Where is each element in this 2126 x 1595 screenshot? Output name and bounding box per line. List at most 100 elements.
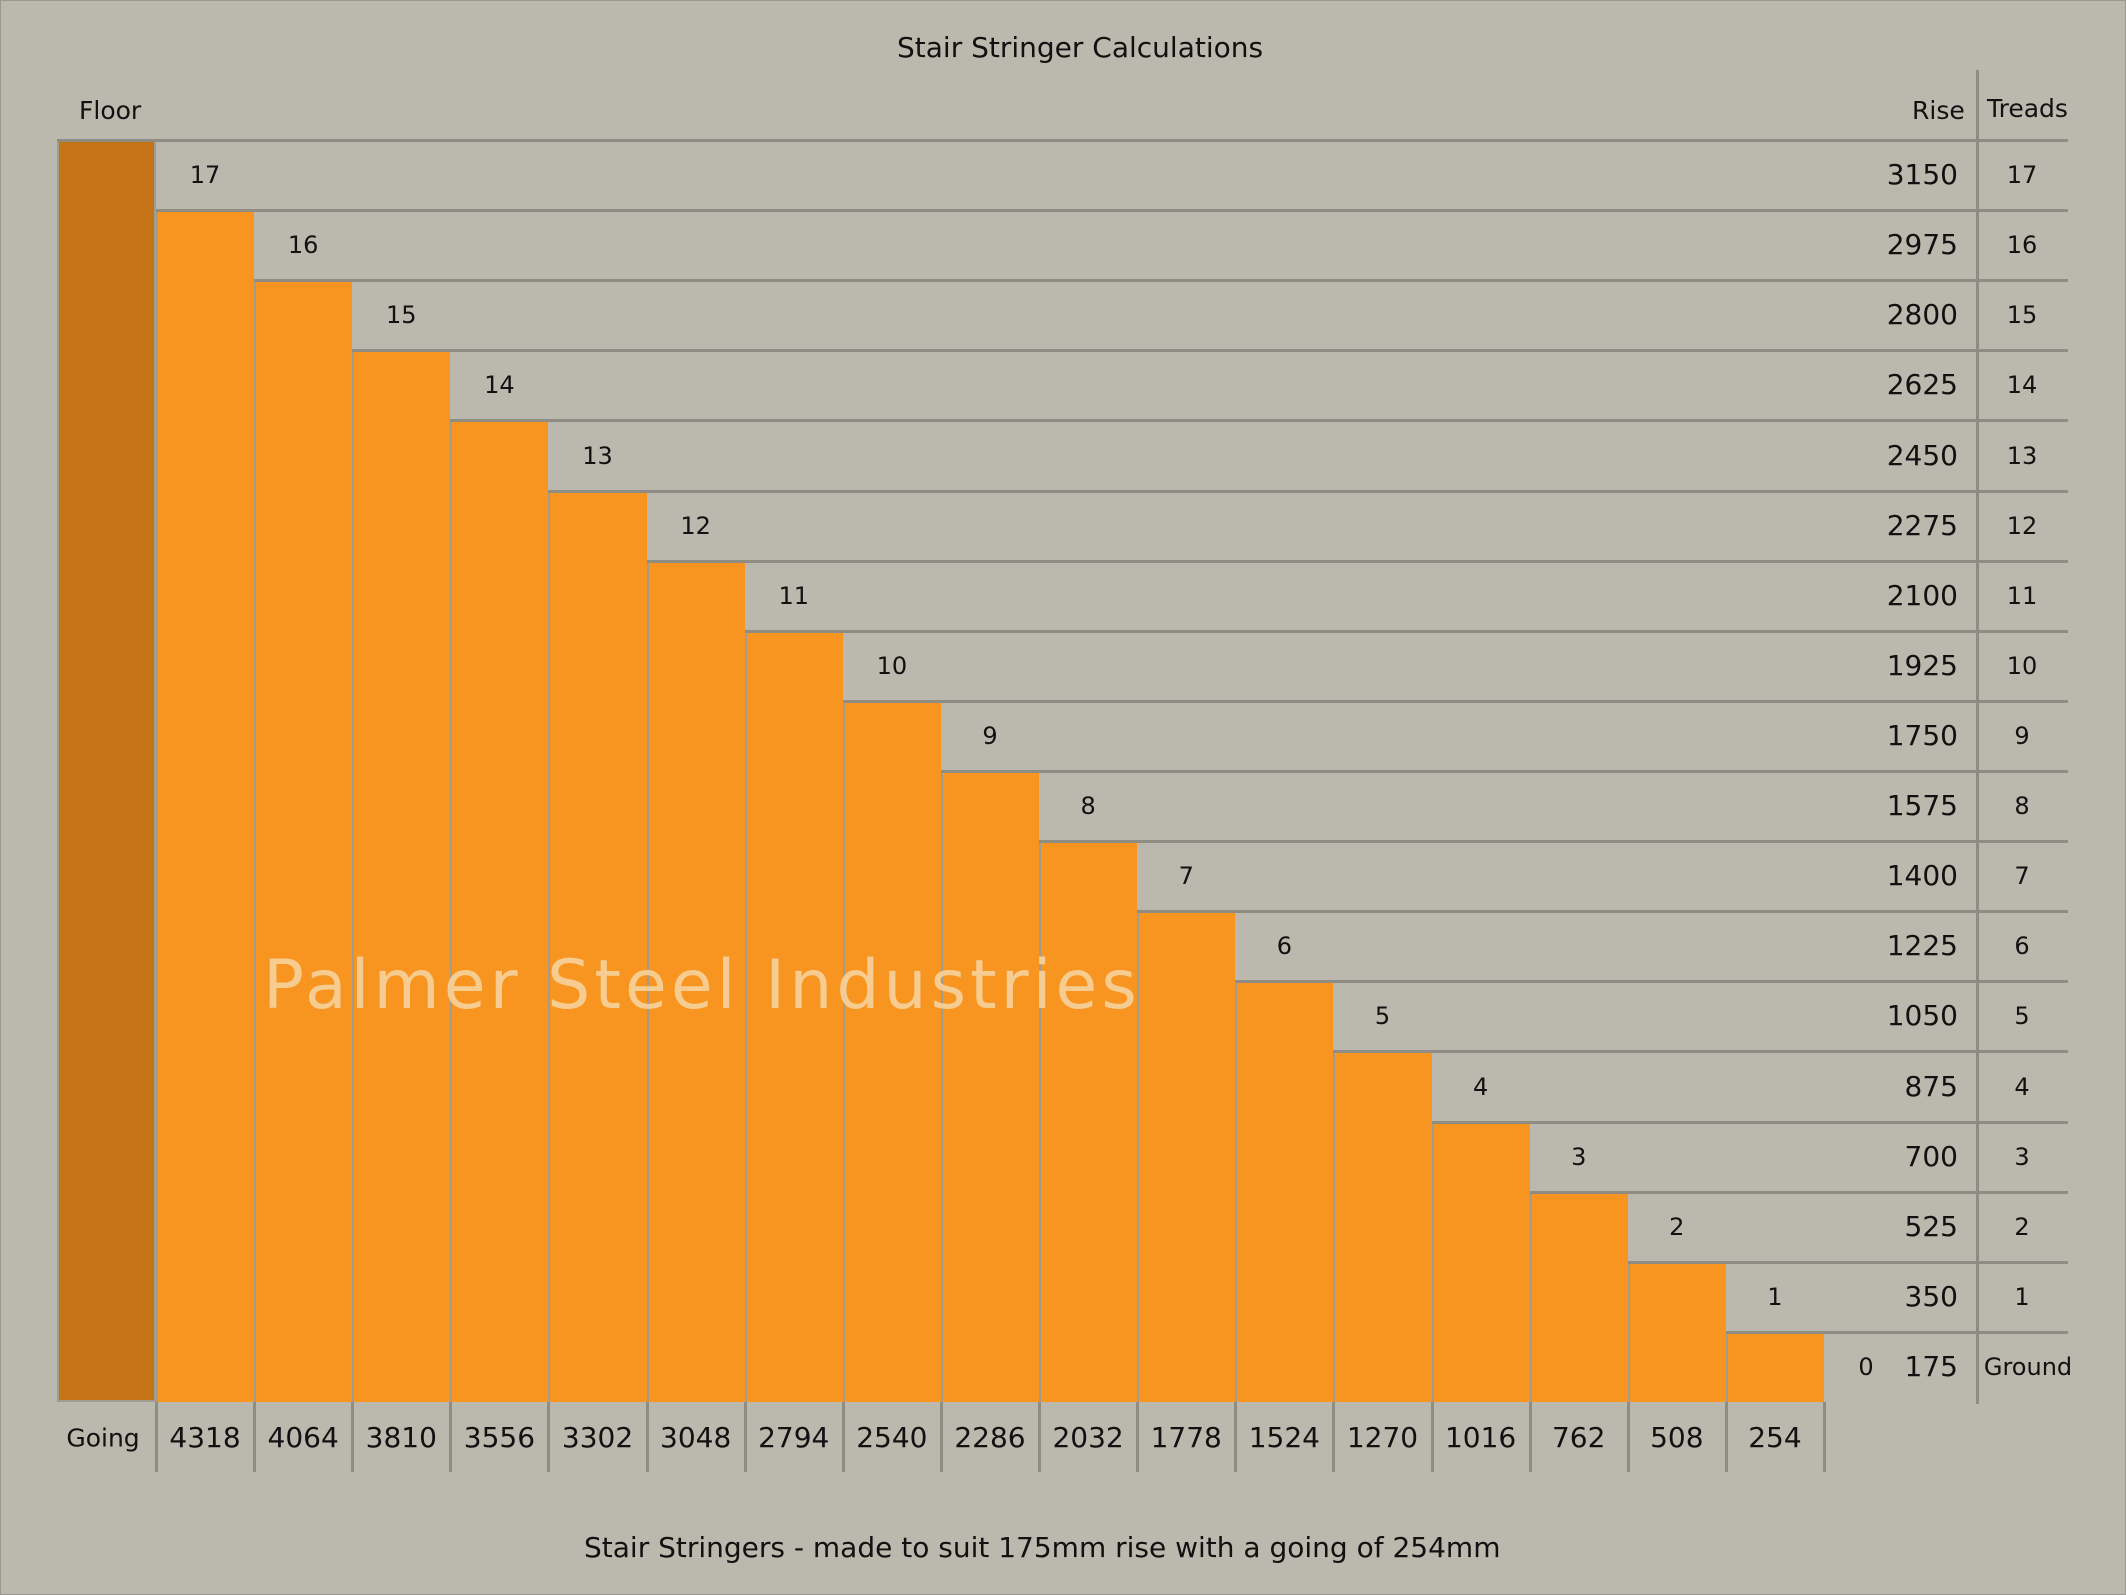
going-value-4318: 4318 xyxy=(169,1421,241,1454)
going-value-254: 254 xyxy=(1748,1421,1802,1454)
row-line xyxy=(1627,1260,2068,1264)
rise-value-3150: 3150 xyxy=(1886,158,1958,192)
row-line xyxy=(744,629,2068,633)
step-label-7: 7 xyxy=(1178,862,1194,891)
going-value-762: 762 xyxy=(1551,1421,1606,1454)
row-line xyxy=(646,559,2068,563)
step-10 xyxy=(842,700,941,1402)
going-tick xyxy=(1626,1402,1630,1472)
rise-value-2625: 2625 xyxy=(1886,368,1958,402)
tread-count-15: 15 xyxy=(2006,301,2038,330)
going-value-2286: 2286 xyxy=(954,1421,1026,1454)
going-tick xyxy=(1430,1402,1434,1472)
tread-count-17: 17 xyxy=(2006,161,2038,190)
treads-header: Treads xyxy=(1987,94,2068,123)
step-label-15: 15 xyxy=(386,301,417,330)
row-line xyxy=(1529,1190,2068,1194)
tread-count-8: 8 xyxy=(2014,792,2030,821)
step-label-6: 6 xyxy=(1276,932,1292,961)
tread-count-5: 5 xyxy=(2014,1002,2030,1031)
rise-value-2975: 2975 xyxy=(1886,228,1958,262)
row-line xyxy=(156,209,2068,213)
row-line xyxy=(1333,1050,2068,1054)
tread-count-12: 12 xyxy=(2006,511,2038,540)
going-value-3810: 3810 xyxy=(365,1421,437,1454)
row-line xyxy=(254,279,2068,283)
step-label-5: 5 xyxy=(1374,1002,1391,1031)
tread-count-11: 11 xyxy=(2006,581,2038,610)
going-label: Going xyxy=(66,1423,140,1453)
row-line xyxy=(940,770,2068,773)
step-13 xyxy=(548,490,647,1402)
footer-caption: Stair Stringers - made to suit 175mm ris… xyxy=(584,1531,1501,1564)
going-value-508: 508 xyxy=(1650,1421,1704,1454)
going-tick xyxy=(1528,1402,1532,1472)
watermark-text: Palmer Steel Industries xyxy=(263,946,1141,1025)
going-tick xyxy=(449,1402,453,1472)
step-12 xyxy=(646,560,745,1402)
going-tick xyxy=(351,1402,355,1472)
row-line xyxy=(352,349,2068,353)
going-tick xyxy=(1332,1402,1336,1472)
step-3 xyxy=(1529,1191,1628,1402)
rise-value-875: 875 xyxy=(1904,1069,1958,1103)
rise-header: Rise xyxy=(1912,96,1965,125)
step-6 xyxy=(1235,981,1334,1402)
rise-value-1225: 1225 xyxy=(1886,929,1958,963)
step-label-8: 8 xyxy=(1080,792,1096,821)
going-tick xyxy=(841,1402,845,1472)
floor-header: Floor xyxy=(79,96,142,125)
going-value-3048: 3048 xyxy=(660,1421,732,1454)
rise-value-2800: 2800 xyxy=(1886,298,1958,332)
rise-value-700: 700 xyxy=(1904,1139,1958,1173)
rise-value-1925: 1925 xyxy=(1886,648,1958,682)
row-line xyxy=(1725,1330,2068,1334)
row-line xyxy=(1235,980,2068,984)
going-tick xyxy=(1234,1402,1238,1472)
step-7 xyxy=(1137,911,1236,1402)
step-15 xyxy=(352,350,451,1402)
rise-value-2275: 2275 xyxy=(1886,508,1958,542)
rise-value-175: 175 xyxy=(1904,1349,1958,1383)
step-label-12: 12 xyxy=(680,511,711,540)
row-line xyxy=(450,419,2068,423)
row-line xyxy=(842,699,2068,703)
step-label-14: 14 xyxy=(484,371,515,400)
going-tick xyxy=(939,1402,943,1472)
step-5 xyxy=(1333,1051,1432,1402)
going-tick xyxy=(1724,1402,1728,1472)
step-9 xyxy=(940,771,1040,1402)
step-14 xyxy=(450,420,549,1402)
going-value-1270: 1270 xyxy=(1346,1421,1419,1454)
tread-count-9: 9 xyxy=(2014,721,2030,750)
step-label-3: 3 xyxy=(1571,1142,1587,1171)
going-value-2794: 2794 xyxy=(758,1421,830,1454)
step-label-11: 11 xyxy=(778,581,810,610)
going-tick xyxy=(547,1402,551,1472)
tread-count-13: 13 xyxy=(2006,441,2038,470)
rise-value-1575: 1575 xyxy=(1886,789,1958,823)
rise-value-2450: 2450 xyxy=(1886,438,1958,472)
tread-count-7: 7 xyxy=(2014,862,2030,891)
tread-count-1: 1 xyxy=(2014,1282,2030,1311)
going-value-3302: 3302 xyxy=(561,1421,634,1454)
row-line xyxy=(1137,910,2068,914)
step-4 xyxy=(1431,1121,1530,1402)
going-tick xyxy=(155,1402,158,1472)
step-16 xyxy=(254,280,353,1402)
rise-value-525: 525 xyxy=(1904,1209,1958,1243)
diagram-title: Stair Stringer Calculations xyxy=(897,31,1264,64)
step-label-1: 1 xyxy=(1767,1282,1783,1311)
going-value-2032: 2032 xyxy=(1052,1421,1124,1454)
going-value-4064: 4064 xyxy=(267,1421,339,1454)
tread-count-4: 4 xyxy=(2014,1072,2030,1101)
tread-count-6: 6 xyxy=(2014,932,2030,961)
step-11 xyxy=(744,630,843,1402)
step-2 xyxy=(1627,1261,1726,1402)
rise-value-1750: 1750 xyxy=(1886,718,1958,752)
going-tick xyxy=(1038,1402,1042,1472)
step-label-4: 4 xyxy=(1472,1072,1489,1101)
step-label-9: 9 xyxy=(982,721,998,750)
step-label-16: 16 xyxy=(287,231,319,260)
